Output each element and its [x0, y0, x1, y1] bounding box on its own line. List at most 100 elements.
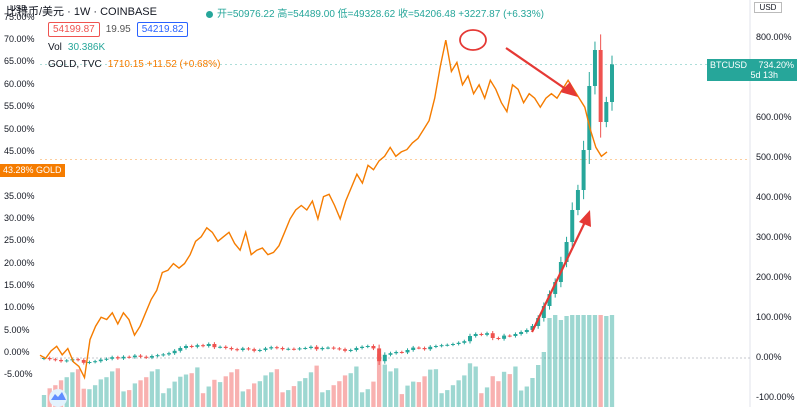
- volume-bar: [422, 376, 427, 407]
- market-status-icon: [206, 10, 213, 18]
- volume-bar: [445, 390, 450, 407]
- ask-price-button[interactable]: 54219.82: [136, 22, 189, 37]
- volume-bar: [87, 389, 92, 407]
- volume-bar: [524, 386, 529, 407]
- btc-candle: [235, 349, 240, 351]
- volume-bar: [547, 318, 552, 407]
- btc-candle: [365, 346, 370, 347]
- left-axis-tick: 10.00%: [4, 302, 35, 313]
- volume-bar: [132, 383, 138, 407]
- btc-candle: [445, 344, 450, 346]
- gold-legend[interactable]: GOLD, TVC 1710.15 +11.52 (+0.68%): [48, 59, 220, 70]
- btc-candle: [138, 355, 143, 357]
- btc-candle: [195, 345, 200, 347]
- left-axis-currency: USD: [10, 4, 27, 13]
- volume-bar: [240, 391, 245, 407]
- left-axis-tick: 0.00%: [4, 347, 30, 357]
- btc-candle: [388, 353, 393, 355]
- btc-candle: [274, 347, 279, 349]
- btc-candle: [428, 346, 433, 350]
- right-axis-currency-button[interactable]: USD: [754, 2, 782, 13]
- volume-bar: [183, 374, 189, 407]
- volume-bar: [303, 378, 308, 407]
- btc-candle: [64, 360, 69, 362]
- volume-bar: [314, 365, 319, 407]
- btc-candle: [240, 348, 245, 350]
- btc-candle: [132, 355, 137, 358]
- volume-bar: [530, 378, 535, 407]
- volume-bar: [144, 377, 149, 407]
- left-axis-tick: 45.00%: [4, 145, 35, 156]
- right-axis-tick: 600.00%: [756, 112, 792, 122]
- btc-candle: [42, 358, 46, 359]
- btc-candle: [178, 348, 183, 351]
- volume-bar: [484, 387, 490, 407]
- volume-bar: [507, 374, 512, 407]
- volume-bar: [286, 390, 291, 407]
- btc-candle: [172, 350, 177, 354]
- btc-candle: [422, 348, 427, 350]
- volume-bar: [291, 386, 297, 407]
- symbol-title[interactable]: 比特币/美元 · 1W · COINBASE: [6, 3, 157, 19]
- volume-bar: [325, 390, 331, 407]
- volume-bar: [115, 368, 120, 407]
- volume-bar: [536, 365, 541, 407]
- btc-candle: [110, 357, 115, 359]
- volume-bar: [513, 366, 518, 407]
- volume-bar: [564, 316, 569, 407]
- volume-bar: [64, 377, 69, 407]
- volume-bar: [92, 385, 98, 407]
- volume-bar: [274, 369, 280, 407]
- volume-bar: [297, 381, 302, 407]
- volume-bar: [246, 389, 251, 407]
- left-axis-tick: 70.00%: [4, 34, 35, 45]
- btc-candle: [354, 348, 359, 350]
- volume-legend[interactable]: Vol 30.386K: [48, 42, 105, 53]
- volume-bar: [592, 315, 598, 407]
- volume-bar: [570, 315, 575, 407]
- volume-bar: [462, 375, 467, 407]
- btc-candle: [263, 348, 268, 350]
- btc-candle: [377, 348, 382, 362]
- volume-bar: [382, 364, 387, 407]
- volume-label: Vol: [48, 42, 62, 53]
- btc-candle: [229, 348, 234, 350]
- btc-candle: [166, 353, 171, 355]
- gold-price-tag: 43.28% GOLD: [0, 164, 65, 177]
- btc-candle: [81, 360, 86, 363]
- left-axis-tick: 60.00%: [4, 78, 35, 89]
- btc-candle: [598, 50, 603, 122]
- btc-candle: [433, 346, 438, 347]
- right-axis-tick: 100.00%: [756, 312, 792, 322]
- left-axis-tick: 25.00%: [4, 235, 35, 246]
- left-axis-tick: 50.00%: [4, 123, 35, 134]
- volume-bar: [189, 373, 194, 407]
- btc-candle: [587, 86, 592, 150]
- btc-candle: [246, 348, 251, 350]
- btc-candle: [513, 334, 518, 336]
- btc-tag-label: BTCUSD: [710, 60, 748, 70]
- btc-candle: [337, 348, 342, 350]
- volume-bar: [178, 376, 183, 407]
- btc-candle: [189, 346, 194, 347]
- spread-value: 19.95: [105, 24, 131, 35]
- left-axis-tick: 75.00%: [4, 11, 35, 22]
- btc-candle: [161, 354, 166, 356]
- right-axis-tick: 300.00%: [756, 232, 792, 242]
- btc-candle: [343, 349, 348, 351]
- volume-bar: [416, 382, 422, 407]
- btc-candle: [547, 294, 552, 306]
- btc-candle: [507, 335, 512, 337]
- btc-candle: [462, 341, 467, 343]
- volume-bar: [195, 367, 200, 407]
- volume-bar: [81, 388, 86, 407]
- btc-candle: [127, 356, 132, 358]
- ohlc-values: 开=50976.22 高=54489.00 低=49328.62 收=54206…: [217, 9, 544, 20]
- btc-candle: [291, 348, 296, 350]
- btc-candle: [564, 242, 569, 262]
- volume-bar: [456, 380, 461, 407]
- btc-candle: [98, 359, 103, 362]
- bid-price-button[interactable]: 54199.87: [48, 22, 100, 37]
